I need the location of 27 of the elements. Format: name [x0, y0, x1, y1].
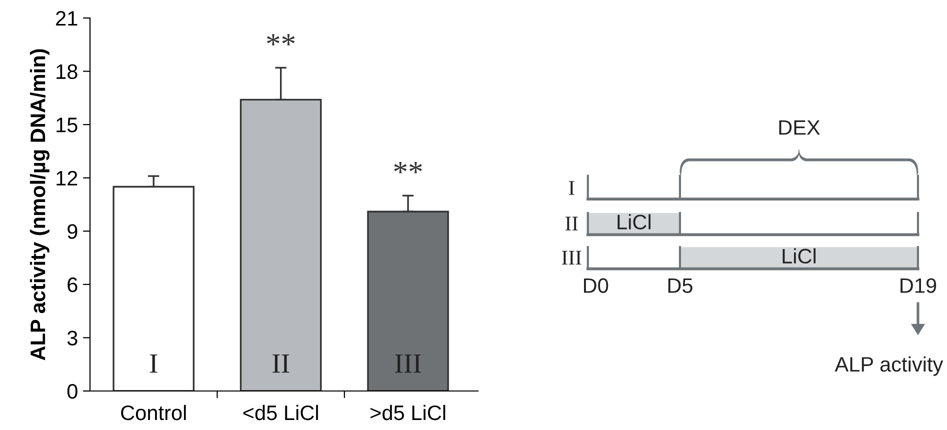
text: DEX [779, 120, 820, 135]
y-tick-label: 21 [56, 11, 78, 26]
y-tick-label: 9 [68, 224, 78, 239]
text: III [562, 250, 582, 265]
text: LiCl [782, 248, 816, 264]
text: LiCl [618, 214, 650, 230]
x-tick-label: <d5 LiCl [243, 404, 318, 420]
y-tick-label: 15 [56, 118, 78, 132]
y-tick-label: 18 [56, 64, 78, 80]
y-tick-label: 3 [67, 330, 78, 346]
annotation: I [150, 354, 158, 373]
y-tick-label: 6 [68, 277, 78, 292]
text: I [568, 181, 574, 195]
annotation: III [395, 354, 421, 373]
text: ALP activity [834, 356, 944, 376]
annotation: II [272, 354, 290, 373]
text: D0 [584, 278, 608, 293]
text: D19 [900, 278, 936, 293]
y-axis-title: ALP activity (nmol/µg DNA/min) [30, 49, 50, 360]
text: II [565, 216, 578, 230]
y-tick-label: 0 [67, 384, 78, 399]
annotation: ** [267, 34, 295, 46]
x-tick-label: Control [121, 404, 186, 420]
x-tick-label: >d5 LiCl [370, 404, 446, 420]
y-tick-label: 12 [56, 170, 78, 186]
annotation: ** [394, 162, 422, 174]
text: D5 [668, 278, 692, 293]
